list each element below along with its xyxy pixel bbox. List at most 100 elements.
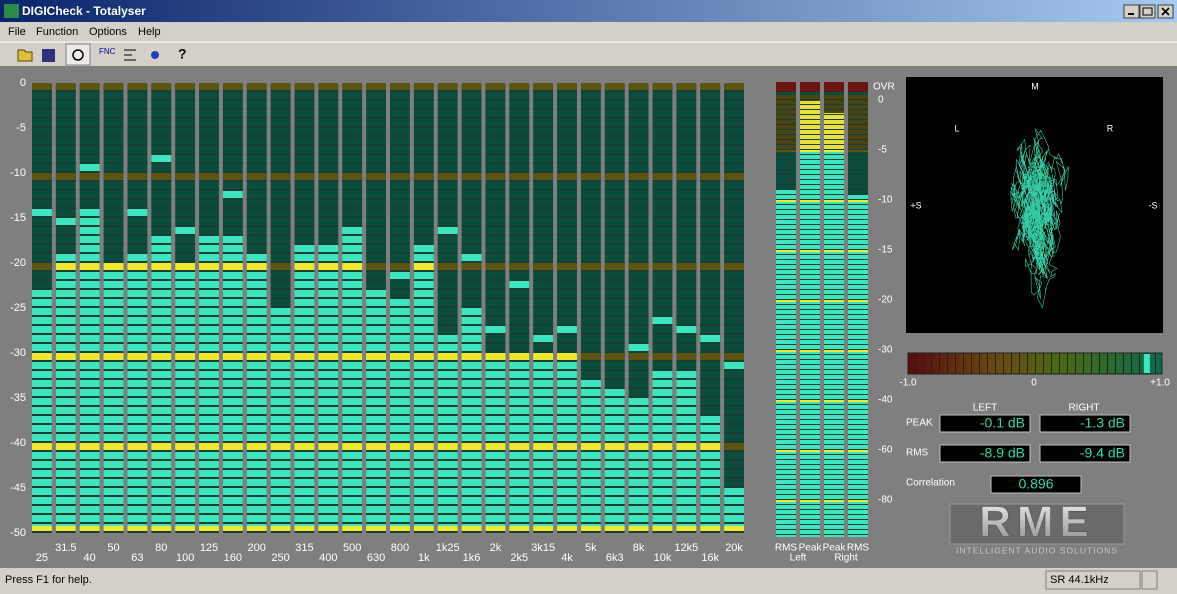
x-tick-label: 2k (490, 542, 502, 554)
minimize-glyph (1128, 13, 1134, 15)
segment-gaps (724, 83, 744, 533)
segment-gaps (270, 83, 291, 533)
menu-toolbar-area (0, 22, 1177, 66)
segment-gaps (79, 83, 100, 533)
y-tick-label: 0 (878, 95, 884, 106)
help-icon: ? (178, 46, 187, 62)
y-tick-label: -15 (10, 212, 26, 224)
overload-label: OVR (873, 82, 895, 93)
x-tick-label: 315 (295, 542, 313, 554)
menu-item[interactable]: Function (36, 26, 78, 38)
segment-gaps (32, 83, 52, 533)
readout-value: -9.4 dB (1080, 445, 1125, 461)
segment-gaps (342, 83, 363, 533)
status-panel (1141, 570, 1158, 590)
segment-gaps (413, 83, 434, 533)
segment-gaps (485, 83, 506, 533)
segment-gaps (800, 95, 820, 537)
x-tick-label: 20k (725, 542, 743, 554)
title-bar (0, 0, 1177, 22)
x-tick-label: 6k3 (606, 552, 624, 564)
menu-item[interactable]: Help (138, 26, 161, 38)
close-glyph (1161, 7, 1170, 16)
segment-gaps (652, 83, 673, 533)
gonio-label: -S (1149, 200, 1158, 210)
segment-gaps (604, 83, 625, 533)
toolbar: FNC ? (14, 43, 194, 66)
fnc-icon: FNC (99, 47, 116, 56)
app-icon (4, 4, 19, 18)
y-tick-label: -30 (878, 345, 893, 356)
y-tick-label: -10 (878, 195, 893, 206)
readout-row-label: PEAK (906, 418, 933, 429)
x-tick-label: 4k (561, 552, 573, 564)
minimize-button[interactable] (1123, 4, 1140, 19)
y-tick-label: -20 (10, 257, 26, 269)
menu-item[interactable]: Options (89, 26, 127, 38)
segment-gaps (246, 83, 267, 533)
x-tick-label: 5k (585, 542, 597, 554)
readout-box (1039, 444, 1131, 463)
channel-label: Right (834, 553, 858, 564)
y-tick-label: -40 (878, 395, 893, 406)
meter-label: Peak (823, 543, 847, 554)
x-tick-label: 250 (271, 552, 289, 564)
segment-gaps (437, 83, 458, 533)
overload-segment (776, 82, 796, 92)
save-icon (42, 49, 55, 62)
segment-gaps (824, 95, 844, 537)
options-icon (151, 51, 159, 59)
x-tick-label: 0 (1031, 378, 1037, 389)
x-tick-label: 3k15 (531, 542, 555, 554)
x-tick-label: 1k25 (436, 542, 460, 554)
y-tick-label: 0 (20, 77, 26, 89)
maximize-button[interactable] (1139, 4, 1156, 19)
segment-gaps (776, 95, 796, 537)
x-tick-label: 2k5 (510, 552, 528, 564)
segment-gaps (222, 83, 243, 533)
segment-gaps (199, 83, 219, 533)
status-text: Press F1 for help. (5, 574, 92, 586)
maximize-glyph (1142, 7, 1153, 16)
gonio-label: R (1107, 123, 1114, 133)
overload-segment (800, 82, 820, 92)
meter-label: RMS (847, 543, 870, 554)
x-tick-label: 1k (418, 552, 430, 564)
overload-segment (848, 82, 868, 92)
logo-text: RME (979, 498, 1095, 547)
menu-item[interactable]: File (8, 26, 26, 38)
readout-box (939, 444, 1031, 463)
window-buttons (1123, 4, 1174, 19)
segment-gaps (509, 83, 530, 533)
x-tick-label: 200 (248, 542, 266, 554)
y-tick-label: -25 (10, 302, 26, 314)
segment-gaps (175, 83, 196, 533)
status-panel (1045, 570, 1141, 590)
segment-gaps (390, 83, 410, 533)
x-tick-label: 8k (633, 542, 645, 554)
y-tick-label: -5 (878, 145, 887, 156)
readout-value: -0.1 dB (980, 415, 1025, 431)
power-button[interactable] (65, 43, 91, 66)
x-tick-label: 16k (701, 552, 719, 564)
correlation-indicator (1143, 354, 1150, 373)
gonio-label: L (954, 123, 959, 133)
meter-label: RMS (775, 543, 798, 554)
y-tick-label: -35 (10, 392, 26, 404)
sample-rate: SR 44.1kHz (1050, 574, 1109, 586)
overload-segment (824, 82, 844, 92)
x-tick-label: 100 (176, 552, 194, 564)
readout-box (939, 414, 1031, 433)
y-tick-label: -60 (878, 445, 893, 456)
function-button[interactable] (96, 46, 118, 64)
y-tick-label: -45 (10, 482, 26, 494)
x-tick-label: 400 (319, 552, 337, 564)
y-tick-label: -40 (10, 437, 26, 449)
segment-gaps (151, 83, 172, 533)
readout-box (990, 475, 1082, 494)
gonio-label: +S (910, 200, 921, 210)
help-button[interactable] (172, 46, 194, 64)
x-tick-label: 63 (131, 552, 143, 564)
channel-label: Left (790, 553, 807, 564)
